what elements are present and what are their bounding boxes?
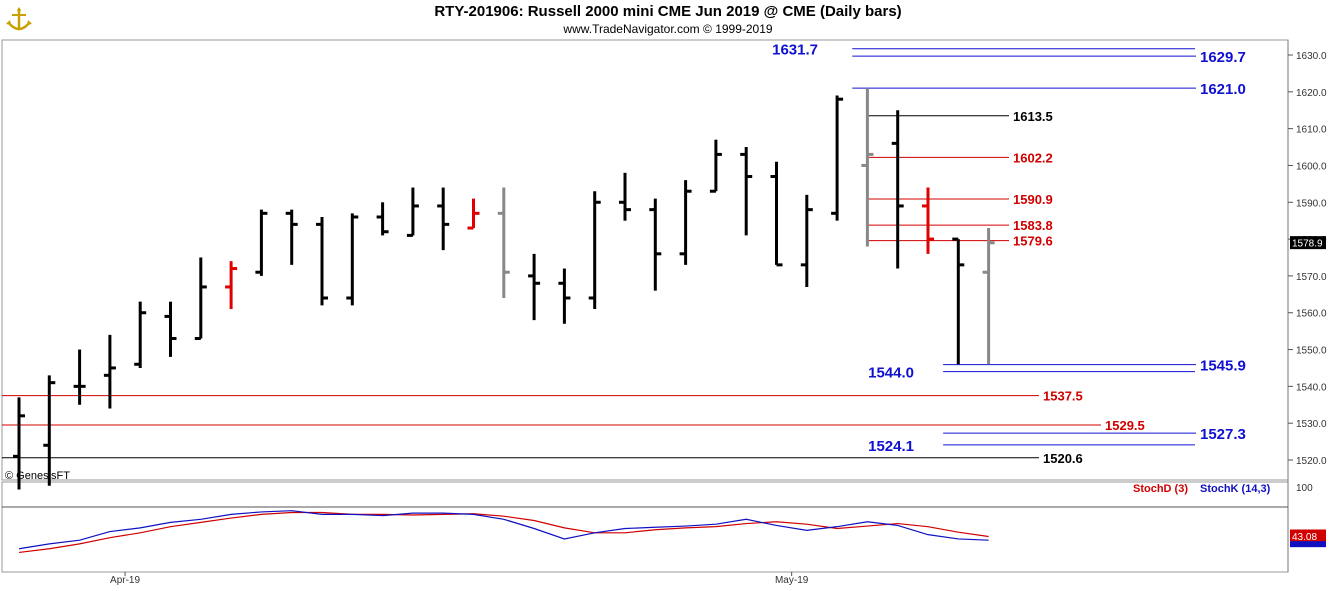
price-tick-label: 1550.0 xyxy=(1296,346,1327,357)
level-label: 1527.3 xyxy=(1200,426,1246,443)
stochD-last-label: 43.08 xyxy=(1292,532,1317,543)
date-label: May-19 xyxy=(775,575,809,586)
date-label: Apr-19 xyxy=(110,575,140,586)
price-tick-label: 1560.0 xyxy=(1296,309,1327,320)
chart-subtitle: www.TradeNavigator.com © 1999-2019 xyxy=(563,22,773,36)
price-panel-frame xyxy=(1,39,1289,481)
price-tick-label: 1630.0 xyxy=(1296,51,1327,62)
stochK-last-box xyxy=(1290,541,1326,548)
level-label: 1544.0 xyxy=(868,365,914,382)
watermark-label: © GenesisFT xyxy=(5,470,70,482)
price-tick-label: 1600.0 xyxy=(1296,161,1327,172)
anchor-logo-icon xyxy=(4,4,34,34)
price-tick-label: 1530.0 xyxy=(1296,419,1327,430)
level-label: 1524.1 xyxy=(868,438,914,455)
stochK-legend: StochK (14,3) xyxy=(1200,483,1271,495)
level-label: 1602.2 xyxy=(1013,150,1053,165)
level-label: 1621.0 xyxy=(1200,81,1246,98)
level-label: 1520.6 xyxy=(1043,451,1083,466)
stochastic-axis-label: 100 xyxy=(1296,483,1313,494)
last-price-label: 1578.9 xyxy=(1292,239,1323,250)
level-label: 1631.7 xyxy=(772,42,818,59)
level-label: 1590.9 xyxy=(1013,192,1053,207)
price-tick-label: 1540.0 xyxy=(1296,382,1327,393)
level-label: 1613.5 xyxy=(1013,109,1053,124)
chart-title: RTY-201906: Russell 2000 mini CME Jun 20… xyxy=(434,3,902,20)
stochK-line xyxy=(18,510,989,550)
stochD-line xyxy=(18,511,989,554)
price-tick-label: 1610.0 xyxy=(1296,125,1327,136)
stochD-legend: StochD (3) xyxy=(1133,483,1188,495)
level-label: 1583.8 xyxy=(1013,218,1053,233)
level-label: 1537.5 xyxy=(1043,389,1083,404)
price-tick-label: 1620.0 xyxy=(1296,88,1327,99)
price-tick-label: 1520.0 xyxy=(1296,456,1327,467)
level-label: 1529.5 xyxy=(1105,418,1145,433)
stochastic-panel-frame xyxy=(1,481,1289,573)
last-price-box xyxy=(1290,236,1326,250)
level-label: 1579.6 xyxy=(1013,234,1053,249)
price-tick-label: 1590.0 xyxy=(1296,198,1327,209)
stochD-last-box xyxy=(1290,529,1326,543)
level-label: 1545.9 xyxy=(1200,358,1246,375)
level-label: 1629.7 xyxy=(1200,49,1246,66)
price-tick-label: 1570.0 xyxy=(1296,272,1327,283)
